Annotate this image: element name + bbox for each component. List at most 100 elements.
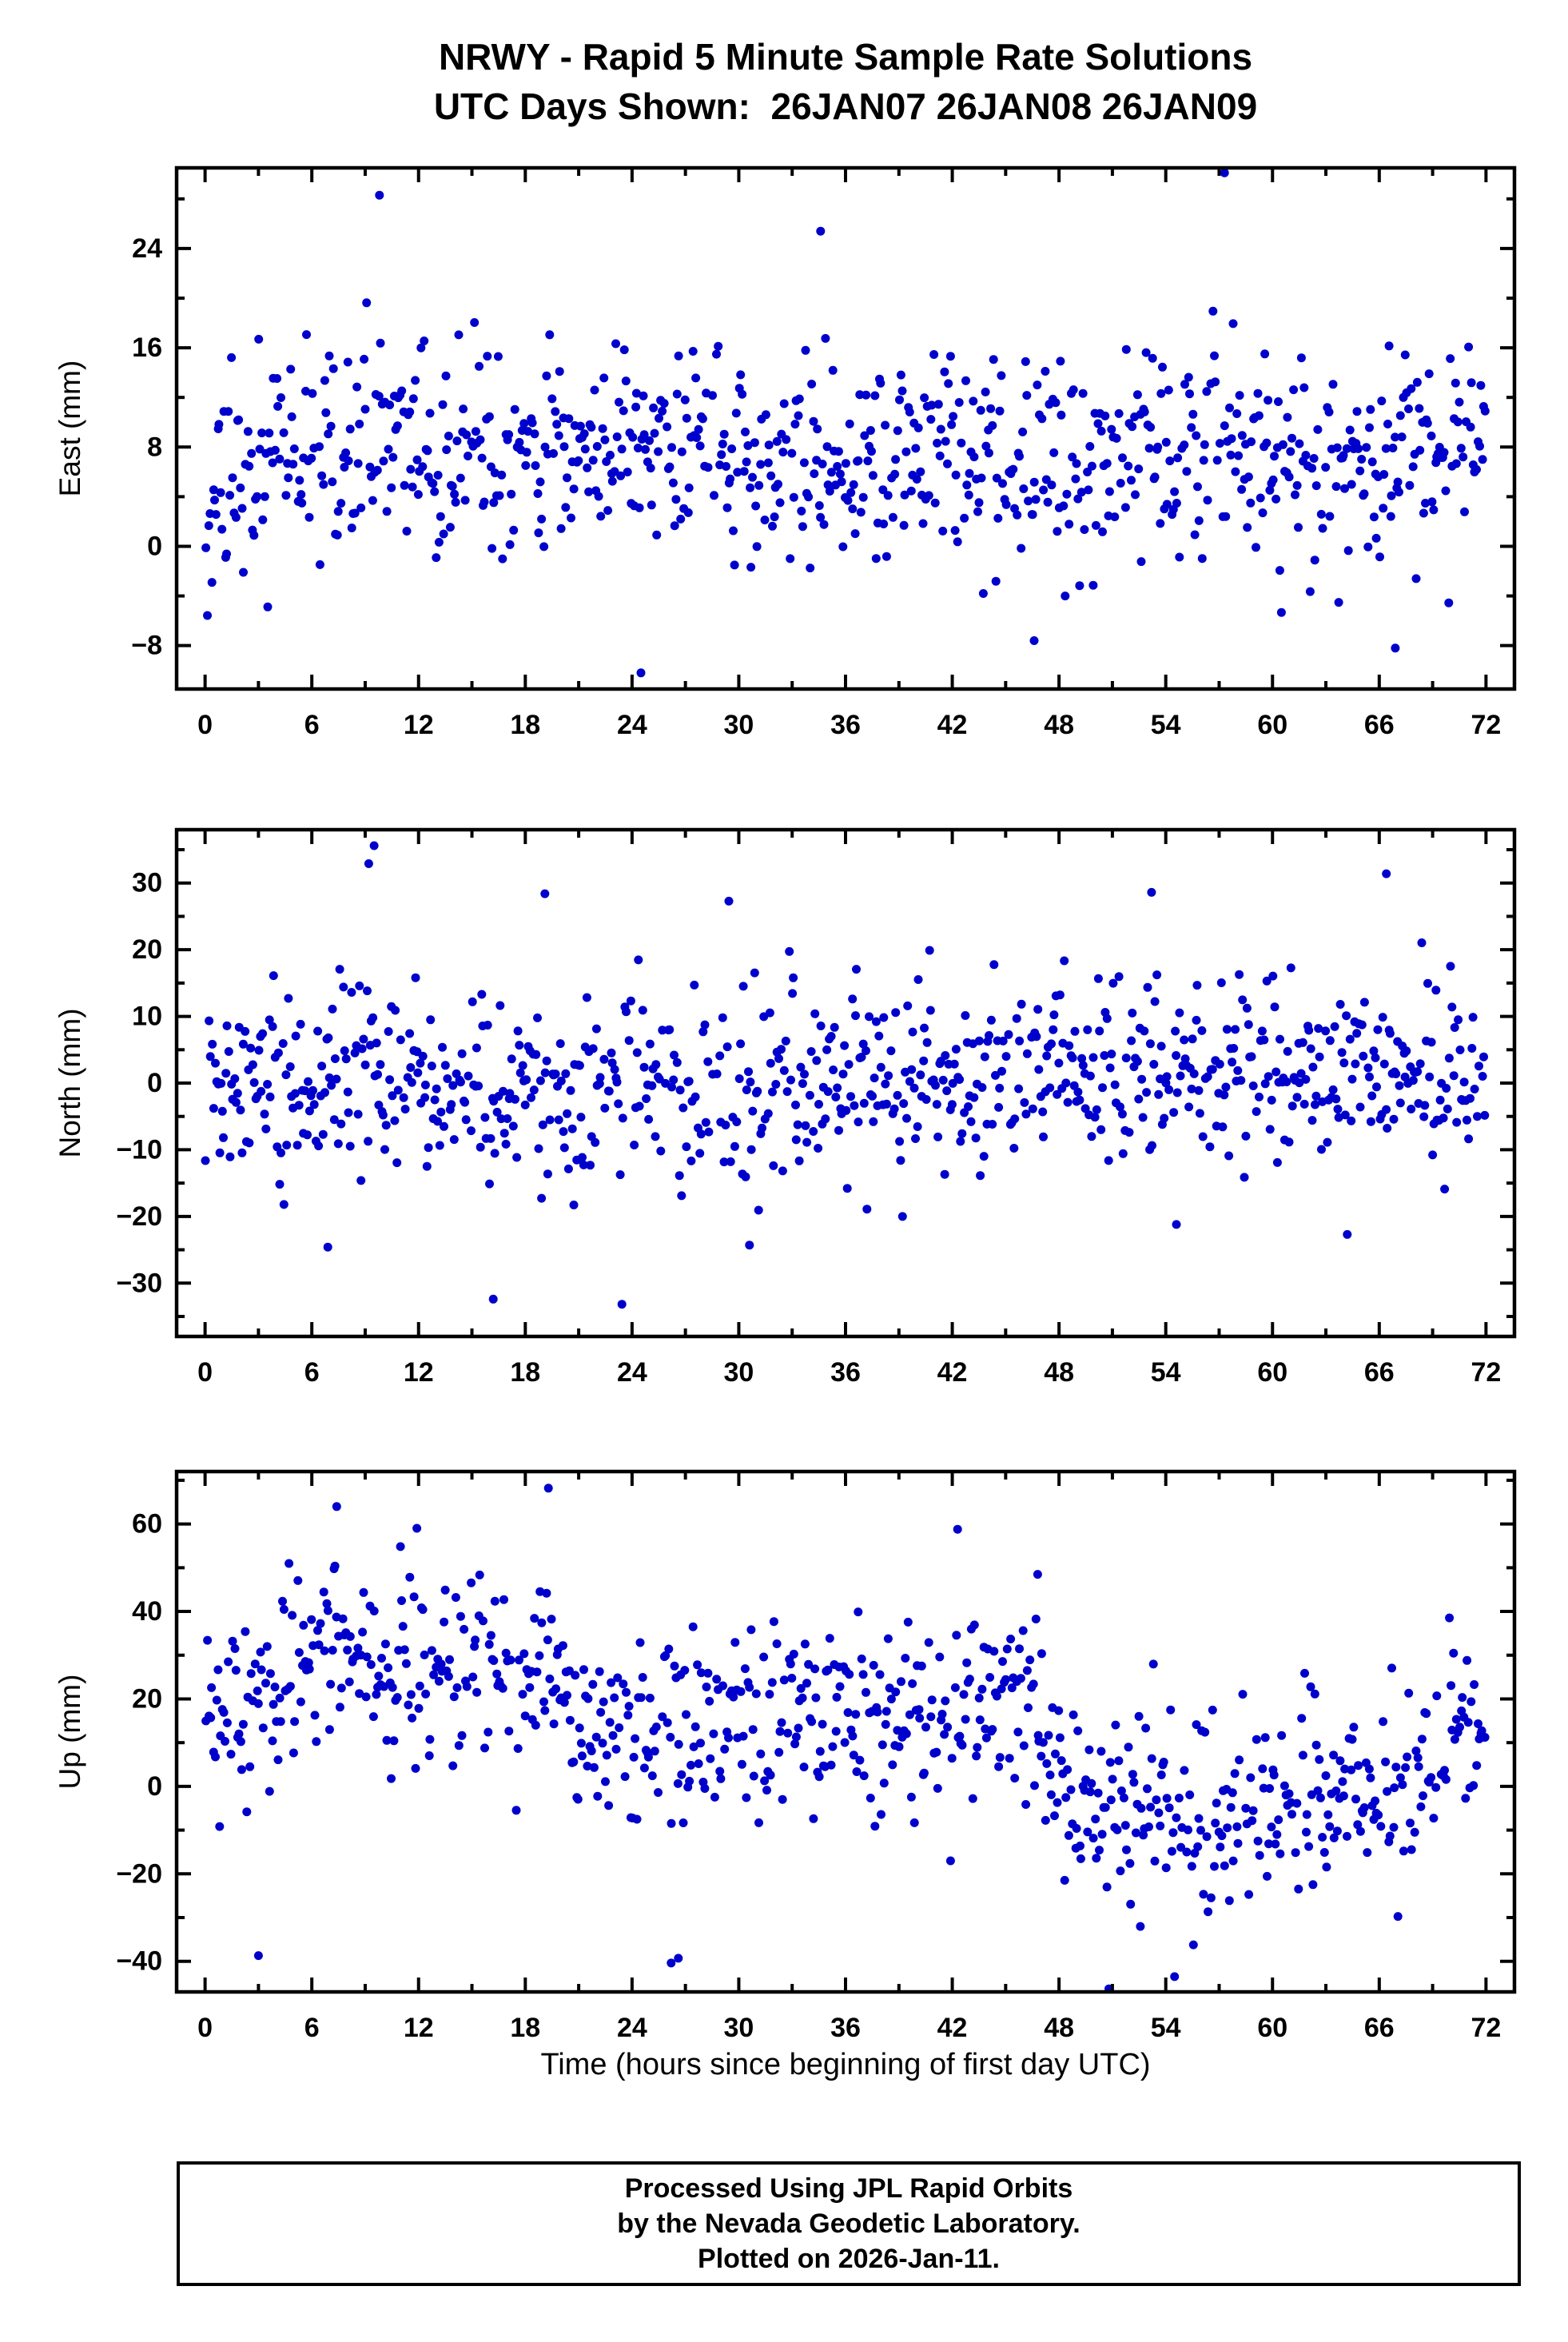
data-point [1340,484,1349,493]
data-point [646,464,655,473]
data-point [571,1671,580,1680]
data-point [615,1170,625,1180]
data-point [957,1740,967,1750]
data-point [594,492,603,501]
data-point [430,1095,440,1105]
data-point [1146,1802,1156,1812]
data-point [335,1703,344,1712]
data-point [631,388,641,398]
data-point [249,1077,259,1087]
data-point [1012,1014,1021,1023]
data-point-outlier [816,226,826,236]
data-point [782,435,791,444]
y-tick-label: −40 [116,1946,162,1977]
data-point [324,1033,333,1042]
data-point [926,415,936,424]
data-point [1325,1822,1335,1831]
data-point [855,1755,865,1765]
data-point [680,395,690,404]
data-point [650,1747,659,1756]
x-tick-label: 54 [1151,710,1181,740]
data-point [906,486,916,496]
data-point [265,1786,274,1796]
data-point [471,1635,480,1645]
data-point [300,1086,310,1096]
data-point [775,498,785,508]
data-point [835,1682,845,1691]
data-point [525,1683,535,1692]
data-point [1002,1644,1012,1654]
data-point [762,1786,771,1795]
data-point [1342,444,1351,453]
plot-title-line1: NRWY - Rapid 5 Minute Sample Rate Soluti… [438,36,1253,78]
data-point [1479,1052,1488,1061]
data-point [377,1654,386,1663]
data-point [672,389,682,399]
data-point [1185,1790,1195,1799]
x-tick-label: 42 [937,2013,968,2043]
data-point [714,341,723,351]
data-point [927,1695,937,1705]
data-point [405,1029,415,1038]
data-point [1121,345,1131,354]
data-point [1264,1072,1273,1081]
x-tick-label: 24 [617,2013,647,2043]
data-point [772,1639,782,1648]
x-axis-label: Time (hours since beginning of first day… [540,2048,1151,2081]
data-point [414,1703,424,1713]
data-point [858,1039,868,1049]
data-point [1308,1062,1318,1072]
data-point [592,442,602,451]
data-point [825,1634,834,1643]
data-point [340,1046,349,1055]
data-point [347,988,356,997]
data-point [846,1092,855,1101]
data-point [368,1013,378,1022]
data-point [222,549,231,559]
data-point [1125,1858,1135,1868]
data-point-outlier [953,1524,962,1534]
data-point [440,1121,448,1131]
data-point [296,1697,305,1707]
data-point [1263,1871,1272,1881]
data-point [424,1751,434,1760]
data-point [927,400,937,410]
data-point [818,460,827,468]
data-point [382,507,392,516]
data-point [969,452,979,462]
data-point [947,1754,957,1763]
data-point [535,1076,545,1085]
data-point [606,450,615,460]
data-point [1092,1854,1101,1863]
data-point [1020,1097,1029,1107]
data-point [1338,1777,1347,1786]
data-point-outlier [1029,636,1039,645]
data-point [1016,1674,1025,1683]
data-point [263,602,273,611]
data-point [1248,1081,1258,1090]
data-point [1319,1848,1329,1857]
y-tick-label: 8 [147,432,162,462]
data-point [636,1693,646,1703]
data-point [741,1172,750,1181]
data-point [556,1076,566,1085]
x-tick-label: 18 [510,2013,540,2043]
data-point [457,1731,467,1740]
data-point [1272,494,1281,504]
data-point [1037,1649,1046,1659]
data-point [579,1160,588,1169]
data-point [1126,1899,1136,1909]
data-point [810,469,819,479]
data-point [1275,566,1284,576]
data-point [1057,1756,1066,1766]
data-point [1246,1773,1256,1782]
data-point [396,1035,405,1045]
data-point [1315,1052,1324,1061]
data-point [1400,350,1410,360]
data-point-outlier [369,841,379,850]
data-point [925,1006,935,1015]
data-point [318,1129,328,1139]
data-point [1075,1095,1084,1105]
data-point [995,1753,1005,1762]
data-point [826,1032,836,1041]
